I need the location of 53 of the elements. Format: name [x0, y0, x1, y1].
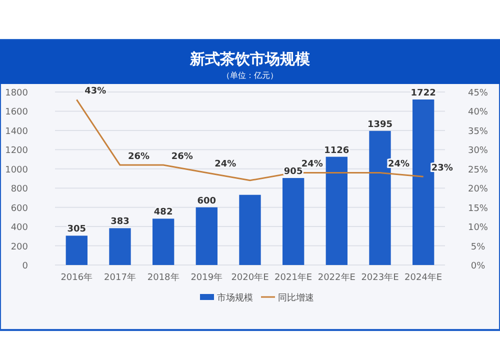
bar — [109, 228, 131, 265]
data-label: 24% — [301, 160, 323, 170]
y2-tick-label: 25% — [468, 165, 488, 176]
legend-label: 同比增速 — [278, 292, 314, 304]
y-tick-label: 400 — [10, 223, 28, 234]
data-label: 1126 — [324, 146, 350, 156]
bar — [239, 194, 261, 265]
x-tick-label: 2019年 — [190, 272, 223, 283]
y-tick-label: 0 — [22, 262, 28, 272]
data-label: 482 — [154, 208, 173, 218]
bar — [66, 236, 88, 265]
x-tick-label: 2021年E — [274, 272, 312, 283]
bar — [196, 207, 218, 265]
x-tick-label: 2024年E — [404, 272, 442, 283]
x-tick-label: 2017年 — [104, 272, 136, 283]
y-tick-label: 200 — [10, 242, 28, 252]
data-label: 1395 — [367, 120, 393, 130]
data-label: 26% — [128, 152, 150, 162]
bar — [326, 156, 348, 265]
data-label: 24% — [214, 160, 236, 170]
y-tick-label: 1000 — [5, 165, 28, 176]
data-label: 43% — [84, 86, 106, 97]
data-label: 383 — [110, 217, 130, 228]
x-tick-label: 2023年E — [361, 272, 400, 283]
bar — [282, 178, 304, 265]
y2-tick-label: 35% — [468, 126, 488, 137]
line-series — [76, 98, 424, 182]
y-tick-label: 600 — [10, 204, 28, 214]
y-tick-label: 1800 — [5, 88, 28, 98]
y2-tick-label: 40% — [468, 108, 488, 118]
data-label: 305 — [67, 224, 86, 235]
x-tick-label: 2022年E — [318, 272, 356, 283]
chart-title: 新式茶饮市场规模 — [189, 50, 311, 68]
y-tick-label: 1600 — [5, 108, 28, 118]
x-tick-label: 2020年E — [231, 272, 270, 283]
data-label: 1722 — [410, 88, 436, 98]
legend-label: 市场规模 — [217, 292, 253, 304]
y2-tick-label: 0% — [470, 262, 486, 272]
y2-tick-label: 5% — [470, 242, 486, 252]
bar — [152, 218, 174, 265]
y2-tick-label: 20% — [468, 184, 488, 195]
data-label: 600 — [197, 196, 216, 206]
x-tick-label: 2016年 — [60, 272, 93, 283]
y2-tick-label: 10% — [468, 223, 488, 234]
x-tick-label: 2018年 — [147, 272, 180, 283]
y2-tick-label: 45% — [468, 88, 488, 98]
y2-tick-label: 15% — [468, 204, 488, 214]
y2-tick-label: 30% — [468, 146, 488, 156]
y-tick-label: 1200 — [5, 146, 28, 156]
data-label: 26% — [171, 152, 193, 162]
chart-subtitle: （单位：亿元） — [222, 71, 278, 80]
y-tick-label: 1400 — [5, 126, 28, 137]
y-tick-label: 800 — [10, 184, 28, 195]
